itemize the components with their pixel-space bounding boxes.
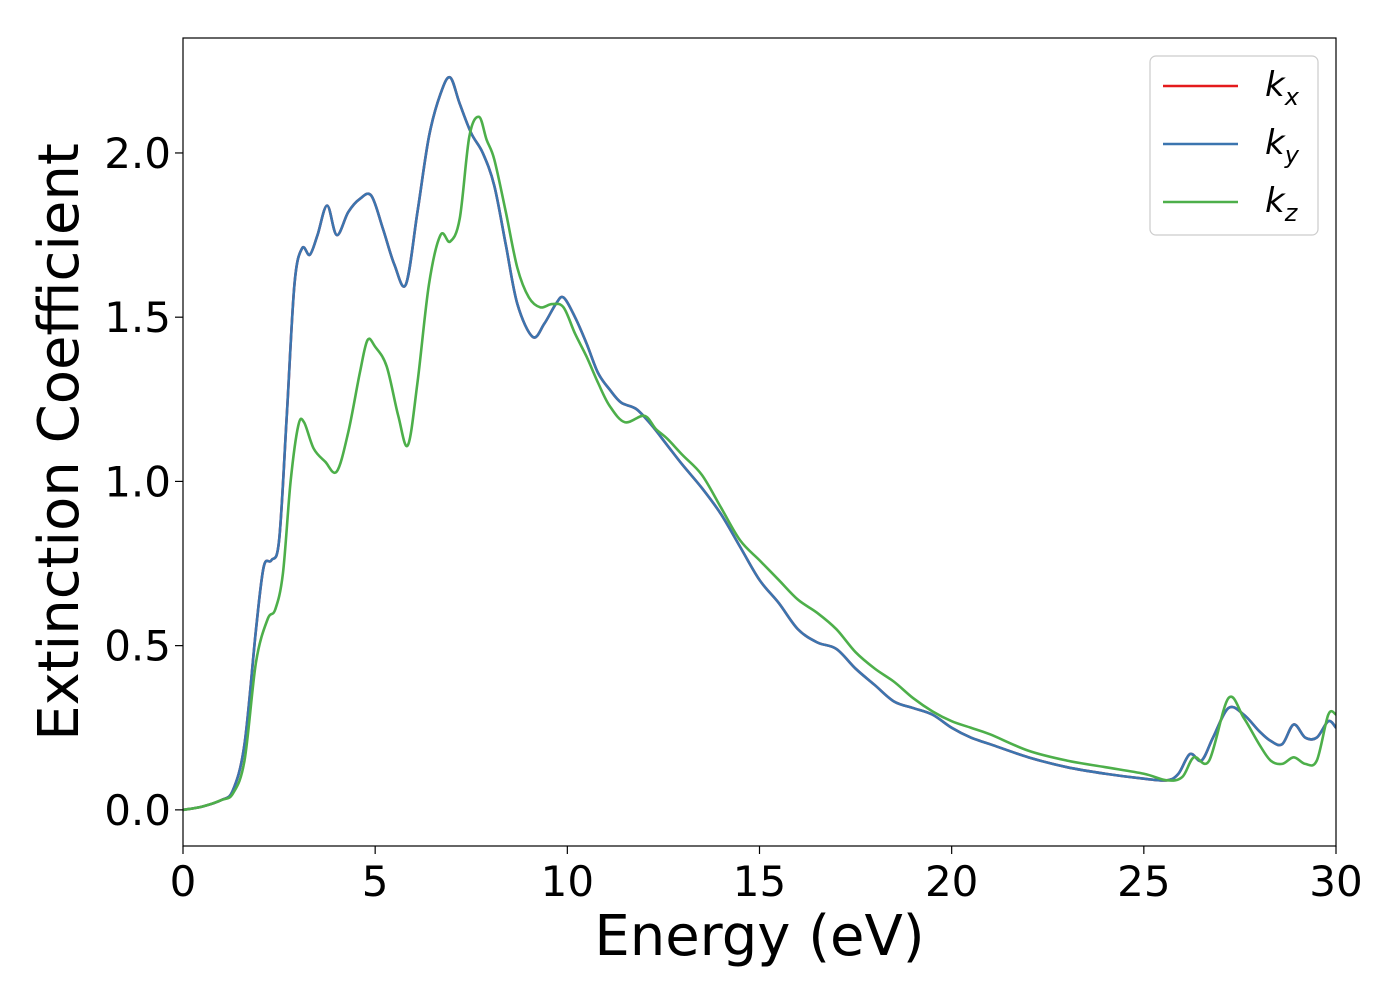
x-tick-label: 5 [362,857,389,906]
series-layer [183,75,1336,812]
y-tick-label: 1.0 [104,457,171,506]
x-tick-label: 20 [925,857,978,906]
series-line-k-y [183,75,1336,812]
legend-label-base: k [1265,65,1286,105]
legend-label-base: k [1265,123,1286,163]
y-tick-label: 1.5 [104,293,171,342]
legend-label-subscript: z [1284,199,1299,227]
y-tick-label: 0.5 [104,622,171,671]
y-tick-label: 0.0 [104,786,171,835]
y-axis-label: Extinction Coefficient [27,143,92,741]
y-tick-label: 2.0 [104,129,171,178]
legend-label-subscript: y [1284,141,1300,169]
series-line-k-z [183,115,1336,812]
legend-label-subscript: x [1284,83,1300,111]
x-tick-label: 10 [541,857,594,906]
x-axis-ticks: 0 5 10 15 20 25 30 [170,846,1363,906]
legend-label: kx [1265,65,1300,111]
legend-label: ky [1265,123,1300,169]
legend-label-base: k [1265,181,1286,221]
x-tick-label: 15 [733,857,786,906]
x-tick-label: 0 [170,857,197,906]
legend-label: kz [1265,181,1299,227]
legend-box [1149,55,1319,236]
y-axis-ticks: 0.0 0.5 1.0 1.5 2.0 [104,129,183,835]
x-tick-label: 25 [1117,857,1170,906]
x-tick-label: 30 [1309,857,1362,906]
x-axis-label: Energy (eV) [594,904,924,969]
